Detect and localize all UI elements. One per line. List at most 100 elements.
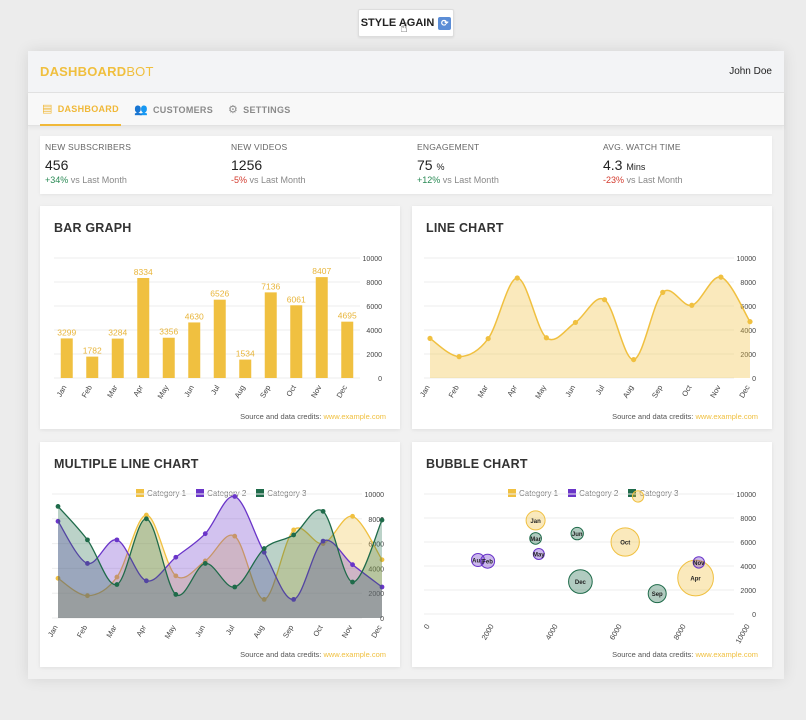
- y-tick-label: 4000: [366, 328, 382, 335]
- credits-text: Source and data credits:: [612, 650, 694, 659]
- y-tick-label: 8000: [368, 517, 384, 524]
- x-tick-label: Apr: [134, 623, 148, 638]
- y-tick-label: 4000: [740, 328, 756, 335]
- stat-change-suffix: vs Last Month: [626, 175, 683, 185]
- stat-change-suffix: vs Last Month: [442, 175, 499, 185]
- credits-link[interactable]: www.example.com: [323, 650, 386, 659]
- stat-change-value: -23%: [603, 175, 625, 185]
- bubble-label: Aug: [472, 559, 484, 565]
- x-tick-label: May: [163, 623, 178, 640]
- y-tick-label: 2000: [740, 352, 756, 359]
- bar: [137, 277, 150, 378]
- data-point: [114, 582, 120, 587]
- bubble: [480, 553, 496, 569]
- bar-graph-card: BAR GRAPH 0 2000 4000 6000 8000 10000 3299 1782…: [40, 206, 400, 429]
- tab-dashboard[interactable]: ▤ DASHBOARD: [40, 93, 121, 126]
- tab-customers[interactable]: 👥 CUSTOMERS: [134, 93, 213, 126]
- stat-unit: Mins: [626, 162, 646, 172]
- x-tick-label: Dec: [369, 623, 384, 639]
- data-point: [631, 356, 637, 363]
- bubble: [677, 559, 714, 597]
- y-tick-label: 6000: [740, 304, 756, 311]
- tab-dashboard-label: DASHBOARD: [57, 103, 119, 114]
- brand-logo[interactable]: DASHBOARDBOT: [40, 64, 154, 79]
- credits-link[interactable]: www.example.com: [695, 412, 758, 421]
- stat-label: NEW VIDEOS: [231, 142, 288, 152]
- y-tick-label: 8000: [366, 280, 382, 287]
- x-tick-label: Dec: [737, 383, 752, 399]
- x-tick-label: Jun: [563, 384, 577, 399]
- data-point: [320, 538, 326, 544]
- data-point: [85, 593, 90, 599]
- bar: [213, 299, 226, 378]
- x-tick-label: Jul: [224, 623, 237, 636]
- bar-value-label: 8334: [134, 267, 153, 277]
- x-tick-label: Sep: [258, 384, 272, 400]
- bubble: [647, 584, 667, 604]
- bar-value-label: 3356: [159, 327, 178, 337]
- data-point: [85, 537, 90, 543]
- x-tick-label: 2000: [480, 623, 496, 642]
- stat-change: -23% vs Last Month: [603, 175, 783, 185]
- bar: [341, 321, 354, 378]
- bar: [162, 337, 175, 378]
- hand-cursor-icon: ☝: [400, 20, 408, 35]
- credits-link[interactable]: www.example.com: [695, 650, 758, 659]
- bubble-chart-card: BUBBLE CHART Category 1 Category 2 Categ…: [412, 442, 772, 667]
- line-chart-card: LINE CHART 0 2000 4000 6000 8000 10000 Jan Feb M…: [412, 206, 772, 429]
- stat-change-suffix: vs Last Month: [70, 175, 127, 185]
- credits-link[interactable]: www.example.com: [323, 412, 386, 421]
- bar: [239, 359, 252, 378]
- stat-subscribers: NEW SUBSCRIBERS 456 +34% vs Last Month: [45, 142, 225, 185]
- data-point: [114, 537, 120, 543]
- stat-value: 4.3 Mins: [603, 157, 783, 173]
- bar-graph-svg: 0 2000 4000 6000 8000 10000 3299 1782 3284 8334 33…: [54, 256, 382, 400]
- stat-change-suffix: vs Last Month: [249, 175, 306, 185]
- x-tick-label: 8000: [672, 623, 688, 642]
- x-tick-label: Sep: [650, 384, 664, 400]
- data-point: [202, 561, 208, 566]
- stat-label: ENGAGEMENT: [417, 142, 480, 152]
- refresh-icon: ⟳: [438, 16, 452, 30]
- credits: Source and data credits: www.example.com: [240, 412, 386, 421]
- bubble: [532, 548, 545, 560]
- user-name[interactable]: John Doe: [729, 66, 772, 77]
- line-chart-svg: 0 2000 4000 6000 8000 10000 Jan Feb Mar Apr May Jun…: [418, 256, 756, 400]
- bar: [188, 322, 201, 378]
- bar: [86, 356, 99, 378]
- bubble: [631, 490, 645, 503]
- data-point: [485, 335, 491, 342]
- x-tick-label: Aug: [233, 384, 247, 400]
- dashboard-frame: DASHBOARDBOT John Doe ▤ DASHBOARD 👥 CUST…: [28, 51, 784, 679]
- data-point: [291, 597, 297, 602]
- data-point: [232, 584, 238, 590]
- tab-settings[interactable]: ⚙ SETTINGS: [228, 93, 291, 126]
- stat-value: 75 %: [417, 157, 597, 173]
- y-tick-label: 0: [752, 376, 756, 383]
- stat-value: 1256: [231, 157, 411, 173]
- bar-value-label: 4630: [185, 311, 204, 321]
- data-point: [543, 335, 549, 341]
- bar-value-label: 6061: [287, 294, 306, 304]
- credits-text: Source and data credits:: [240, 650, 322, 659]
- bubble: [610, 527, 640, 557]
- x-tick-label: Aug: [621, 384, 635, 400]
- bubble: [570, 526, 584, 541]
- x-tick-label: May: [156, 383, 171, 400]
- style-again-button[interactable]: STYLE AGAIN ⟳: [358, 9, 454, 37]
- data-point: [232, 494, 238, 499]
- x-tick-label: Jan: [418, 384, 432, 399]
- data-point: [572, 319, 579, 326]
- stat-change-value: -5%: [231, 175, 248, 185]
- data-point: [291, 527, 297, 533]
- brand-part-a: DASHBOARD: [40, 64, 127, 79]
- x-tick-label: Apr: [505, 383, 519, 398]
- data-point: [291, 532, 297, 538]
- area-fill: [58, 506, 382, 618]
- y-tick-label: 6000: [368, 542, 384, 549]
- x-tick-label: Sep: [281, 624, 295, 640]
- bar-value-label: 1782: [83, 346, 102, 356]
- style-again-label: STYLE AGAIN: [360, 17, 435, 29]
- data-point: [143, 512, 149, 518]
